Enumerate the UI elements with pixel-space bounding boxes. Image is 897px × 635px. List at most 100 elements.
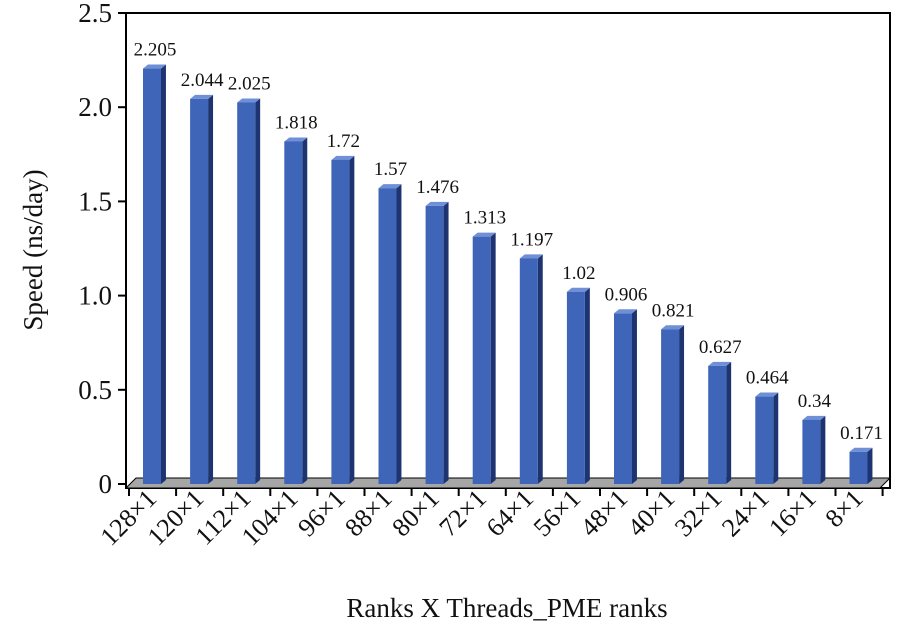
bar-front (472, 236, 491, 484)
bar-value-label: 1.197 (510, 229, 553, 250)
bar-top (237, 98, 261, 103)
bar-top (802, 415, 826, 420)
bar-side (820, 415, 826, 484)
bar-top (849, 447, 873, 452)
bar-front (708, 365, 727, 484)
bar-front (331, 159, 350, 484)
bar-value-label: 2.205 (134, 40, 177, 61)
bar-front (378, 188, 397, 484)
bar: 2.025 (228, 73, 271, 485)
y-tick-label: 0 (99, 469, 113, 499)
bar-front (802, 419, 821, 484)
bar-side (255, 98, 261, 484)
bar-front (237, 102, 256, 485)
bar-side (490, 232, 496, 484)
bar-value-label: 0.821 (652, 300, 695, 321)
bar: 2.205 (134, 40, 177, 484)
bar-side (443, 201, 449, 485)
bar: 2.044 (181, 70, 224, 484)
bar-value-label: 0.171 (840, 423, 883, 444)
chart-floor (124, 477, 892, 489)
bar-value-label: 0.464 (746, 368, 789, 389)
bar: 1.476 (416, 177, 459, 485)
bar-side (584, 287, 590, 484)
bar: 0.821 (652, 300, 695, 484)
y-axis-title: Speed (ns/day) (18, 169, 48, 330)
bar: 0.34 (798, 391, 832, 484)
bar: 1.818 (275, 112, 318, 485)
bar-value-label: 0.34 (798, 391, 832, 412)
y-tick-group: 0 0.5 1.0 1.5 2.0 2.5 (78, 0, 126, 499)
bar-top (143, 64, 166, 69)
bar-value-label: 1.476 (416, 177, 459, 198)
bar-top (519, 254, 543, 259)
y-tick-label: 1.0 (78, 281, 112, 311)
bar-front (284, 141, 303, 484)
bar-top (190, 94, 214, 99)
bar: 0.627 (699, 337, 742, 484)
bar-top (566, 287, 590, 292)
bar-side (396, 184, 402, 485)
bar-front (519, 258, 538, 484)
bar-side (679, 325, 685, 484)
x-tick-label: 64×1 (481, 484, 539, 542)
bar: 0.171 (840, 423, 883, 484)
bar-side (302, 137, 308, 485)
bar: 1.197 (510, 229, 553, 484)
y-tick-label: 2.0 (78, 92, 112, 122)
bar: 1.57 (374, 159, 407, 485)
bar-top (425, 201, 449, 206)
bar-front (190, 98, 209, 484)
bar-top (614, 309, 637, 314)
x-tick-label: 80×1 (386, 484, 444, 542)
x-tick-label: 96×1 (292, 484, 350, 542)
x-tick-label: 48×1 (575, 484, 633, 542)
bar-top (331, 155, 355, 160)
bar-value-label: 0.906 (605, 284, 648, 305)
bar-top (472, 232, 496, 237)
x-tick-label: 24×1 (716, 484, 774, 542)
bar-side (632, 309, 637, 484)
bar-front (755, 396, 774, 484)
bar-top (708, 361, 732, 366)
bar-side (208, 94, 214, 484)
bar-value-label: 0.627 (699, 337, 742, 358)
bar-side (349, 155, 355, 485)
bar-front (425, 205, 444, 484)
bar-side (161, 64, 166, 484)
bar-value-label: 1.313 (463, 208, 506, 229)
y-tick-label: 1.5 (78, 186, 112, 216)
bar-value-label: 2.044 (181, 70, 224, 91)
bar-value-label: 2.025 (228, 73, 271, 94)
bar-value-label: 1.818 (275, 112, 318, 133)
x-tick-group: 128×1120×1112×1104×196×188×180×172×164×1… (95, 484, 884, 551)
bar-side (867, 447, 873, 484)
bar-top (378, 184, 402, 189)
bar-front (661, 329, 680, 484)
bar-side (537, 254, 543, 484)
x-tick-label: 8×1 (819, 484, 868, 533)
x-tick-label: 88×1 (339, 484, 397, 542)
x-axis-title: Ranks X Threads_PME ranks (346, 593, 667, 623)
bar-front (849, 451, 868, 484)
x-tick-label: 56×1 (528, 484, 586, 542)
bar-value-label: 1.02 (562, 263, 595, 284)
bar-value-label: 1.57 (374, 159, 407, 180)
bar-top (661, 325, 685, 330)
bar: 1.02 (562, 263, 596, 484)
y-tick-label: 2.5 (78, 0, 112, 28)
bar-front (614, 313, 632, 484)
x-tick-label: 40×1 (622, 484, 680, 542)
x-tick-label: 16×1 (763, 484, 821, 542)
y-tick-label: 0.5 (78, 375, 112, 405)
bar-front (143, 68, 161, 484)
bar: 0.464 (746, 368, 789, 484)
x-tick-label: 72×1 (433, 484, 491, 542)
bar-side (773, 392, 779, 484)
bar-top (284, 137, 308, 142)
bar-side (726, 361, 732, 484)
bar: 1.72 (327, 131, 360, 485)
